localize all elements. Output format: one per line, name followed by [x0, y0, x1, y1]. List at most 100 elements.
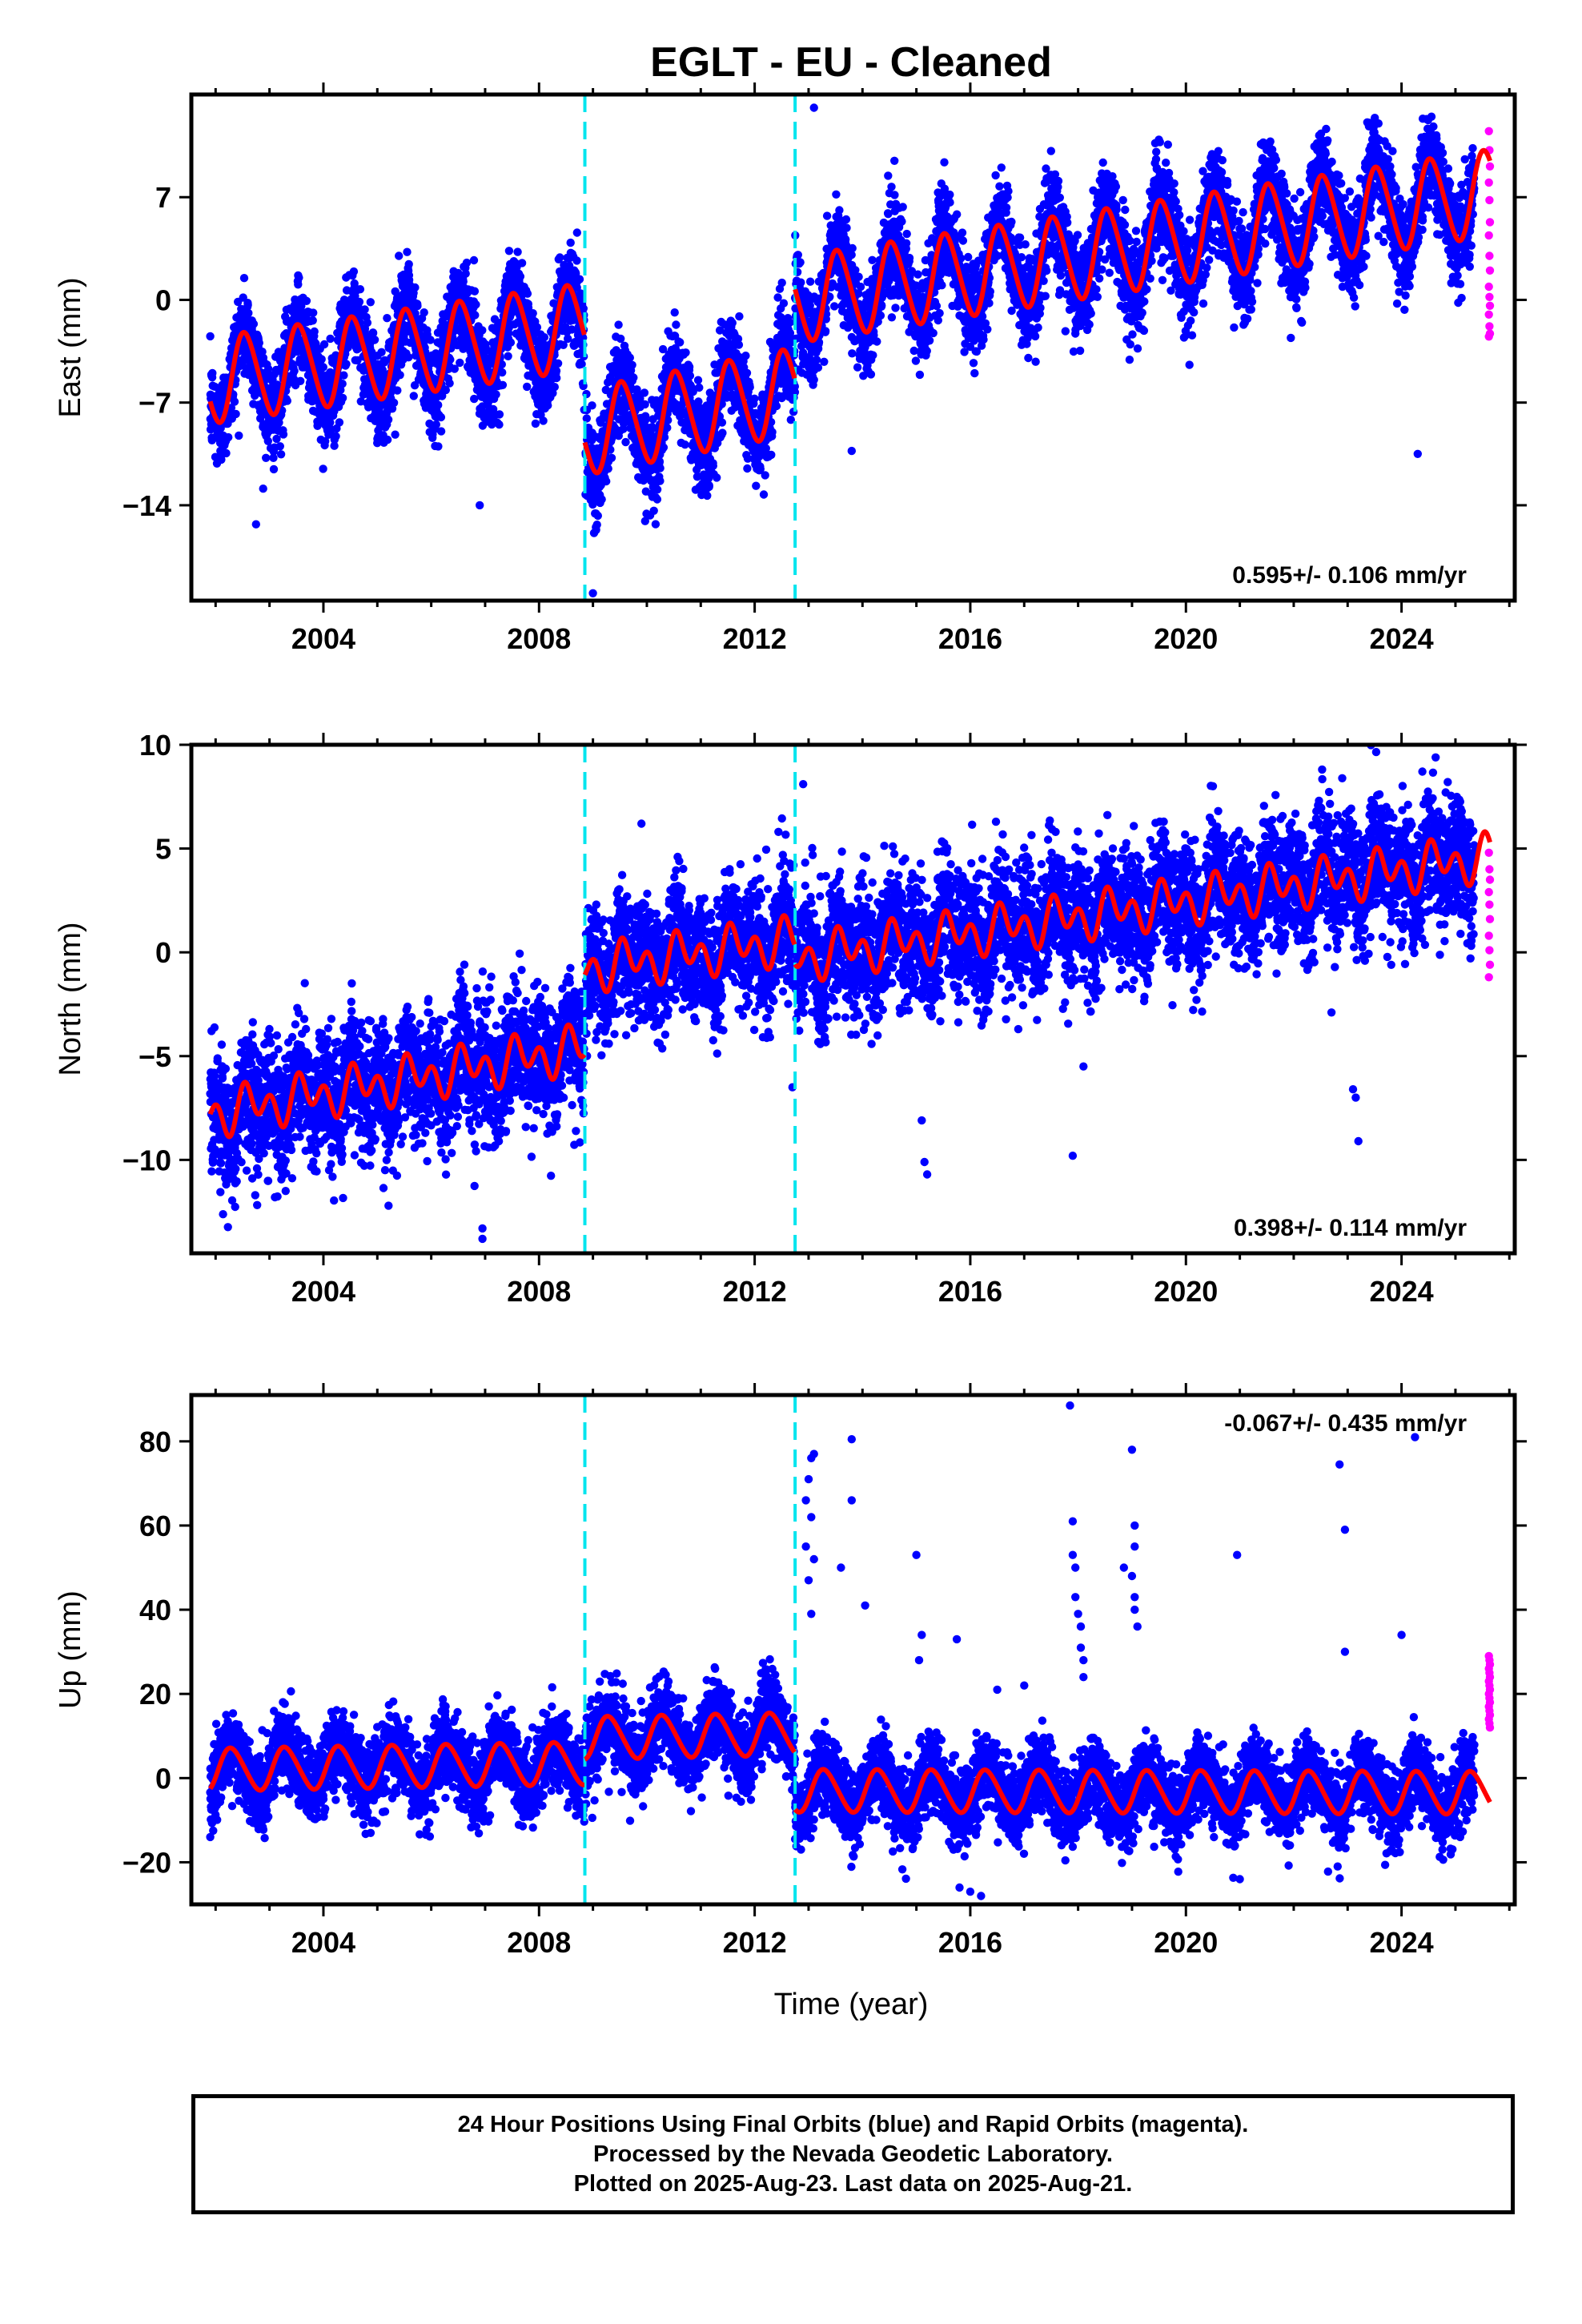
data-point — [915, 370, 925, 380]
data-point — [621, 437, 630, 447]
data-point — [566, 238, 575, 247]
data-point — [217, 455, 226, 464]
data-point — [539, 416, 548, 425]
data-point — [905, 253, 914, 263]
data-point — [797, 278, 805, 287]
data-point — [693, 376, 703, 384]
data-point — [404, 259, 413, 269]
data-point — [227, 404, 236, 412]
data-point — [506, 338, 516, 347]
data-point — [734, 340, 744, 349]
data-point — [556, 253, 564, 262]
data-point — [517, 259, 527, 267]
data-point — [709, 461, 717, 470]
data-point — [841, 215, 851, 224]
data-point — [822, 211, 832, 220]
data-point — [409, 392, 418, 400]
data-point — [830, 302, 839, 311]
data-point — [269, 453, 278, 462]
data-point — [866, 370, 876, 379]
data-point — [396, 371, 404, 380]
data-point — [335, 418, 344, 427]
data-point — [434, 400, 443, 409]
data-point — [279, 430, 288, 439]
data-point — [470, 287, 480, 296]
data-point — [383, 415, 393, 424]
data-point — [383, 435, 392, 444]
data-point — [338, 380, 347, 388]
data-point — [426, 336, 435, 344]
data-point — [887, 313, 897, 322]
data-point — [259, 485, 267, 493]
data-point — [616, 334, 625, 344]
data-point — [321, 436, 330, 446]
data-point — [848, 349, 857, 358]
data-point — [649, 506, 658, 515]
data-point — [319, 363, 327, 372]
data-point — [713, 473, 721, 482]
data-point — [552, 373, 561, 383]
figure-title: EGLT - EU - Cleaned — [650, 39, 1052, 86]
data-point — [640, 400, 649, 409]
data-point — [295, 273, 303, 282]
data-point — [602, 476, 611, 486]
data-point — [901, 239, 911, 247]
data-point — [940, 158, 949, 167]
data-point — [663, 424, 672, 432]
data-point — [420, 308, 428, 317]
data-point — [887, 183, 896, 191]
data-point — [432, 420, 440, 429]
data-point — [821, 327, 830, 336]
data-point — [705, 481, 713, 490]
data-point — [469, 255, 479, 265]
data-point — [404, 353, 413, 362]
data-point — [685, 362, 694, 372]
data-point — [717, 418, 727, 427]
data-point — [652, 485, 662, 494]
data-point — [703, 491, 712, 501]
data-point — [934, 316, 943, 325]
data-point — [873, 337, 881, 346]
data-point — [890, 156, 899, 165]
data-point — [544, 401, 552, 410]
data-point — [472, 300, 480, 309]
data-point — [759, 490, 769, 499]
data-point — [243, 300, 252, 309]
data-point — [593, 511, 602, 521]
data-point — [743, 464, 752, 473]
data-point — [411, 283, 420, 292]
data-point — [523, 382, 532, 392]
data-point — [249, 320, 259, 328]
data-point — [877, 301, 886, 310]
data-point — [326, 418, 335, 427]
data-point — [884, 171, 893, 180]
data-point — [272, 434, 281, 444]
data-point — [498, 368, 507, 377]
data-point — [436, 427, 446, 436]
data-point — [745, 383, 754, 392]
data-point — [360, 305, 369, 314]
data-point — [504, 352, 512, 360]
data-point — [263, 436, 272, 445]
data-point — [319, 464, 327, 473]
data-point — [224, 432, 233, 442]
data-point — [456, 358, 464, 368]
data-point — [528, 309, 537, 318]
data-point — [588, 401, 596, 410]
data-point — [540, 333, 549, 342]
data-point — [735, 312, 744, 321]
data-point — [805, 277, 815, 286]
data-point — [445, 379, 454, 388]
data-point — [413, 301, 422, 311]
data-point — [572, 228, 581, 237]
data-point — [868, 255, 877, 264]
data-point — [656, 464, 665, 472]
data-point — [462, 258, 472, 267]
data-point — [395, 251, 404, 260]
data-point — [550, 383, 559, 392]
data-point — [403, 247, 412, 256]
data-point — [264, 364, 273, 373]
data-point — [492, 390, 500, 399]
data-point — [848, 243, 857, 253]
